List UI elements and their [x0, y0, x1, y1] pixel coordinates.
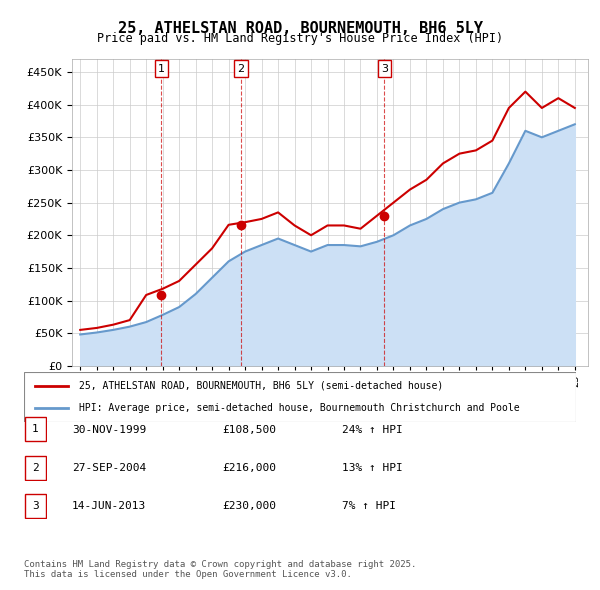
FancyBboxPatch shape [25, 417, 46, 441]
FancyBboxPatch shape [25, 455, 46, 480]
Text: Contains HM Land Registry data © Crown copyright and database right 2025.
This d: Contains HM Land Registry data © Crown c… [24, 560, 416, 579]
Text: 1: 1 [158, 64, 165, 74]
Text: £108,500: £108,500 [222, 425, 276, 434]
FancyBboxPatch shape [25, 494, 46, 518]
Text: 30-NOV-1999: 30-NOV-1999 [72, 425, 146, 434]
Text: 2: 2 [238, 64, 245, 74]
FancyBboxPatch shape [24, 372, 576, 422]
Text: 24% ↑ HPI: 24% ↑ HPI [342, 425, 403, 434]
Text: 7% ↑ HPI: 7% ↑ HPI [342, 502, 396, 511]
Text: 3: 3 [381, 64, 388, 74]
Text: £216,000: £216,000 [222, 463, 276, 473]
Text: 27-SEP-2004: 27-SEP-2004 [72, 463, 146, 473]
Text: 2: 2 [32, 463, 39, 473]
Text: 3: 3 [32, 501, 39, 511]
Text: £230,000: £230,000 [222, 502, 276, 511]
Text: 1: 1 [32, 424, 39, 434]
Text: HPI: Average price, semi-detached house, Bournemouth Christchurch and Poole: HPI: Average price, semi-detached house,… [79, 403, 520, 413]
Text: 25, ATHELSTAN ROAD, BOURNEMOUTH, BH6 5LY (semi-detached house): 25, ATHELSTAN ROAD, BOURNEMOUTH, BH6 5LY… [79, 381, 443, 391]
Text: 13% ↑ HPI: 13% ↑ HPI [342, 463, 403, 473]
Text: Price paid vs. HM Land Registry's House Price Index (HPI): Price paid vs. HM Land Registry's House … [97, 32, 503, 45]
Text: 25, ATHELSTAN ROAD, BOURNEMOUTH, BH6 5LY: 25, ATHELSTAN ROAD, BOURNEMOUTH, BH6 5LY [118, 21, 482, 35]
Text: 14-JUN-2013: 14-JUN-2013 [72, 502, 146, 511]
